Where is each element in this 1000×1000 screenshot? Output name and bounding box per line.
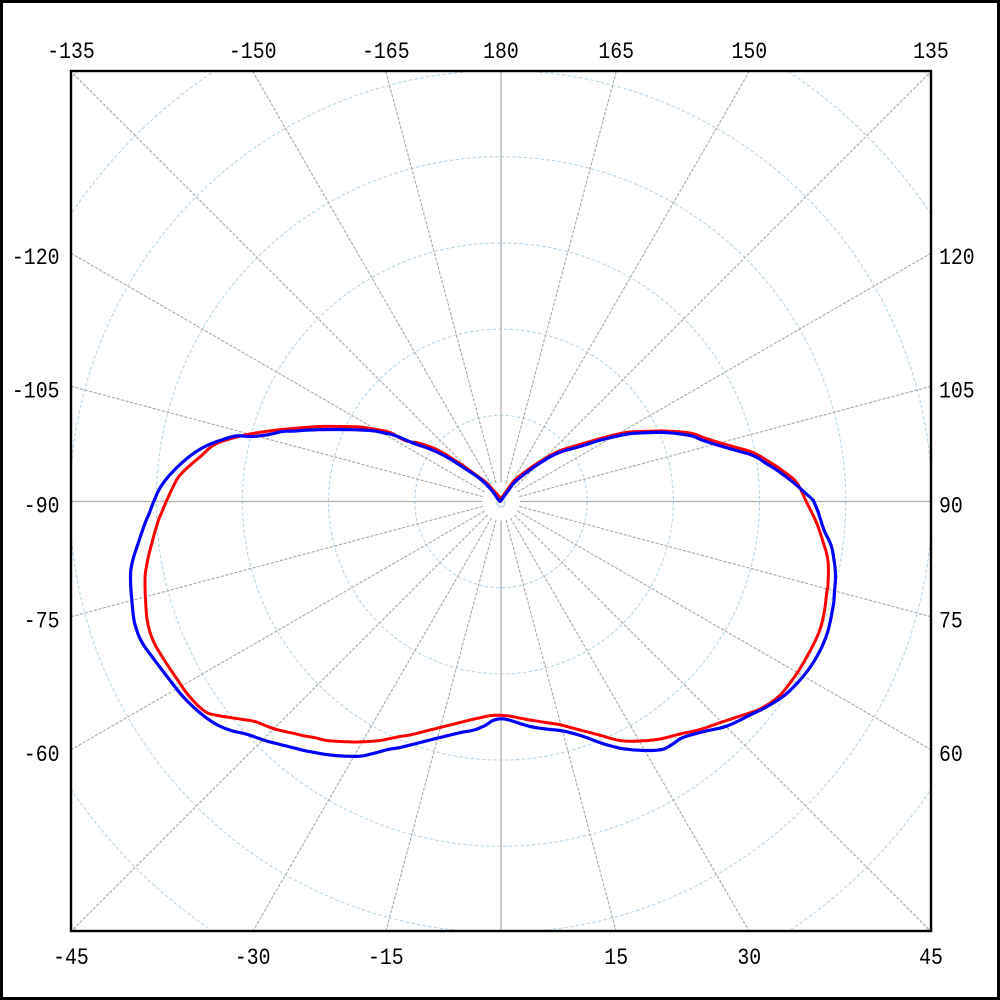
svg-text:165: 165 xyxy=(598,40,634,66)
svg-text:-90: -90 xyxy=(24,495,60,521)
svg-text:120: 120 xyxy=(939,246,975,272)
svg-text:-105: -105 xyxy=(12,379,60,405)
svg-text:180: 180 xyxy=(483,40,519,66)
svg-text:-60: -60 xyxy=(24,743,60,769)
svg-text:90: 90 xyxy=(939,495,963,521)
svg-text:60: 60 xyxy=(939,743,963,769)
svg-text:45: 45 xyxy=(919,946,943,972)
svg-text:-165: -165 xyxy=(362,40,410,66)
svg-text:135: 135 xyxy=(913,40,949,66)
svg-text:-30: -30 xyxy=(235,946,271,972)
svg-text:30: 30 xyxy=(737,946,761,972)
svg-text:15: 15 xyxy=(604,946,628,972)
svg-text:-150: -150 xyxy=(229,40,277,66)
svg-text:75: 75 xyxy=(939,610,963,636)
svg-text:-135: -135 xyxy=(47,40,95,66)
svg-text:-75: -75 xyxy=(24,610,60,636)
svg-text:-45: -45 xyxy=(53,946,89,972)
svg-text:-15: -15 xyxy=(368,946,404,972)
svg-text:105: 105 xyxy=(939,379,975,405)
svg-text:150: 150 xyxy=(731,40,767,66)
svg-text:-120: -120 xyxy=(12,246,60,272)
